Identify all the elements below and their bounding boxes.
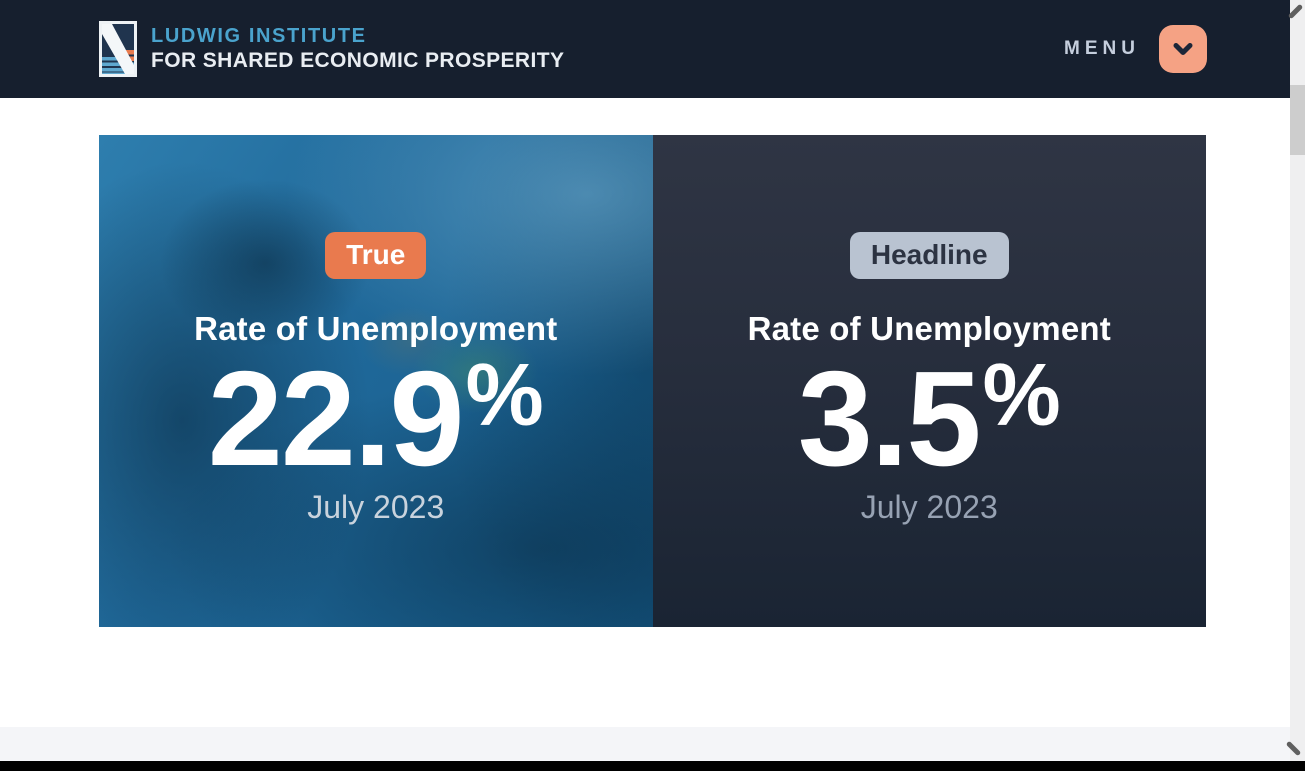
scrollbar-thumb[interactable]	[1290, 85, 1305, 155]
logo-title: LUDWIG INSTITUTE	[151, 25, 367, 47]
logo[interactable]: LUDWIG INSTITUTE FOR SHARED ECONOMIC PRO…	[99, 21, 564, 77]
card-title: Rate of Unemployment	[194, 310, 558, 347]
page-scrollbar[interactable]	[1285, 0, 1305, 761]
stat-period: July 2023	[860, 489, 998, 526]
status-badge: True	[325, 232, 427, 279]
logo-mark-icon	[99, 21, 137, 77]
scroll-mark-top-icon	[1287, 3, 1304, 20]
stat-period: July 2023	[307, 489, 445, 526]
site-header: LUDWIG INSTITUTE FOR SHARED ECONOMIC PRO…	[0, 0, 1305, 98]
percent-sign: %	[982, 345, 1061, 444]
menu-label[interactable]: MENU	[1064, 38, 1140, 59]
menu-toggle-button[interactable]	[1159, 25, 1207, 73]
logo-subtitle: FOR SHARED ECONOMIC PROSPERITY	[151, 49, 565, 72]
stat-figure: 22.9 %	[207, 343, 544, 494]
headline-rate-card: Headline Rate of Unemployment 3.5 % July…	[652, 135, 1206, 627]
bottom-black-bar	[0, 761, 1305, 771]
percent-sign: %	[465, 345, 544, 444]
true-rate-card: True Rate of Unemployment 22.9 % July 20…	[99, 135, 653, 627]
unemployment-stat-cards: True Rate of Unemployment 22.9 % July 20…	[99, 135, 1206, 627]
status-badge: Headline	[849, 232, 1009, 279]
stat-value: 22.9	[207, 343, 465, 494]
menu-group: MENU	[1064, 25, 1207, 73]
chevron-down-icon	[1171, 37, 1195, 61]
main-content: True Rate of Unemployment 22.9 % July 20…	[0, 135, 1305, 627]
stat-figure: 3.5 %	[797, 343, 1061, 494]
footer-band	[0, 727, 1305, 761]
logo-text: LUDWIG INSTITUTE FOR SHARED ECONOMIC PRO…	[151, 25, 564, 73]
stat-value: 3.5	[797, 343, 982, 494]
page-footer	[0, 727, 1305, 771]
card-title: Rate of Unemployment	[747, 310, 1111, 347]
